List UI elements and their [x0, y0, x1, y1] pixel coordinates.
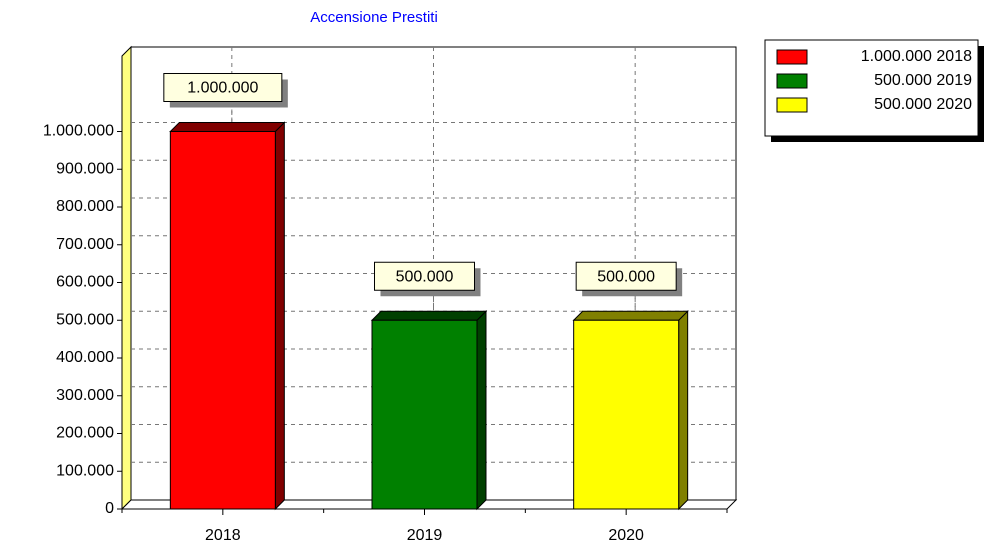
bar-top — [572, 310, 689, 321]
value-label: 500.000 — [396, 268, 454, 285]
legend-value: 500.000 — [874, 72, 932, 89]
legend-value: 1.000.000 — [861, 48, 932, 65]
legend-value: 500.000 — [874, 96, 932, 113]
legend-swatch — [776, 49, 808, 65]
value-label: 1.000.000 — [187, 80, 258, 97]
bar — [572, 310, 689, 511]
value-label: 500.000 — [597, 268, 655, 285]
label-box — [374, 261, 475, 291]
y-tick-label: 0 — [105, 500, 114, 517]
label-box — [163, 73, 283, 102]
bar-front — [371, 319, 478, 510]
legend-swatch — [776, 73, 808, 89]
bar-side — [678, 310, 689, 511]
bar — [169, 121, 286, 511]
legend-category: 2019 — [936, 72, 972, 89]
left-wall — [121, 45, 132, 511]
legend-label: 500.000 2020 — [874, 96, 972, 113]
legend-category: 2020 — [936, 96, 972, 113]
y-tick-label: 600.000 — [56, 274, 114, 291]
bar-top — [370, 310, 488, 321]
bar — [370, 310, 488, 511]
legend-category: 2018 — [936, 48, 972, 65]
bar-side — [274, 121, 285, 511]
bar-front — [169, 131, 276, 510]
chart-title: Accensione Prestiti — [310, 9, 438, 26]
legend-swatch — [776, 97, 808, 113]
y-tick-label: 200.000 — [56, 425, 114, 442]
bar-front — [573, 319, 680, 510]
x-tick-label: 2018 — [205, 527, 241, 544]
x-tick-label: 2019 — [407, 527, 443, 544]
y-tick-label: 300.000 — [56, 387, 114, 404]
y-tick-label: 700.000 — [56, 236, 114, 253]
y-tick-label: 800.000 — [56, 198, 114, 215]
bar-side — [476, 310, 487, 511]
bar-top — [169, 122, 286, 132]
y-tick-label: 500.000 — [56, 311, 114, 328]
label-box — [575, 261, 677, 291]
legend-label: 500.000 2019 — [874, 72, 972, 89]
x-tick-label: 2020 — [608, 527, 644, 544]
y-tick-label: 900.000 — [56, 160, 114, 177]
legend-label: 1.000.000 2018 — [861, 48, 972, 65]
y-tick-label: 400.000 — [56, 349, 114, 366]
y-tick-label: 100.000 — [56, 462, 114, 479]
y-tick-label: 1.000.000 — [43, 123, 114, 140]
